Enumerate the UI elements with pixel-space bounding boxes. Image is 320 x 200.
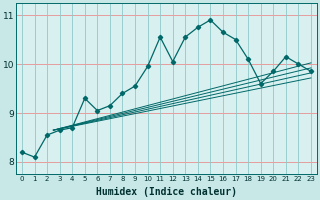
X-axis label: Humidex (Indice chaleur): Humidex (Indice chaleur) xyxy=(96,187,237,197)
